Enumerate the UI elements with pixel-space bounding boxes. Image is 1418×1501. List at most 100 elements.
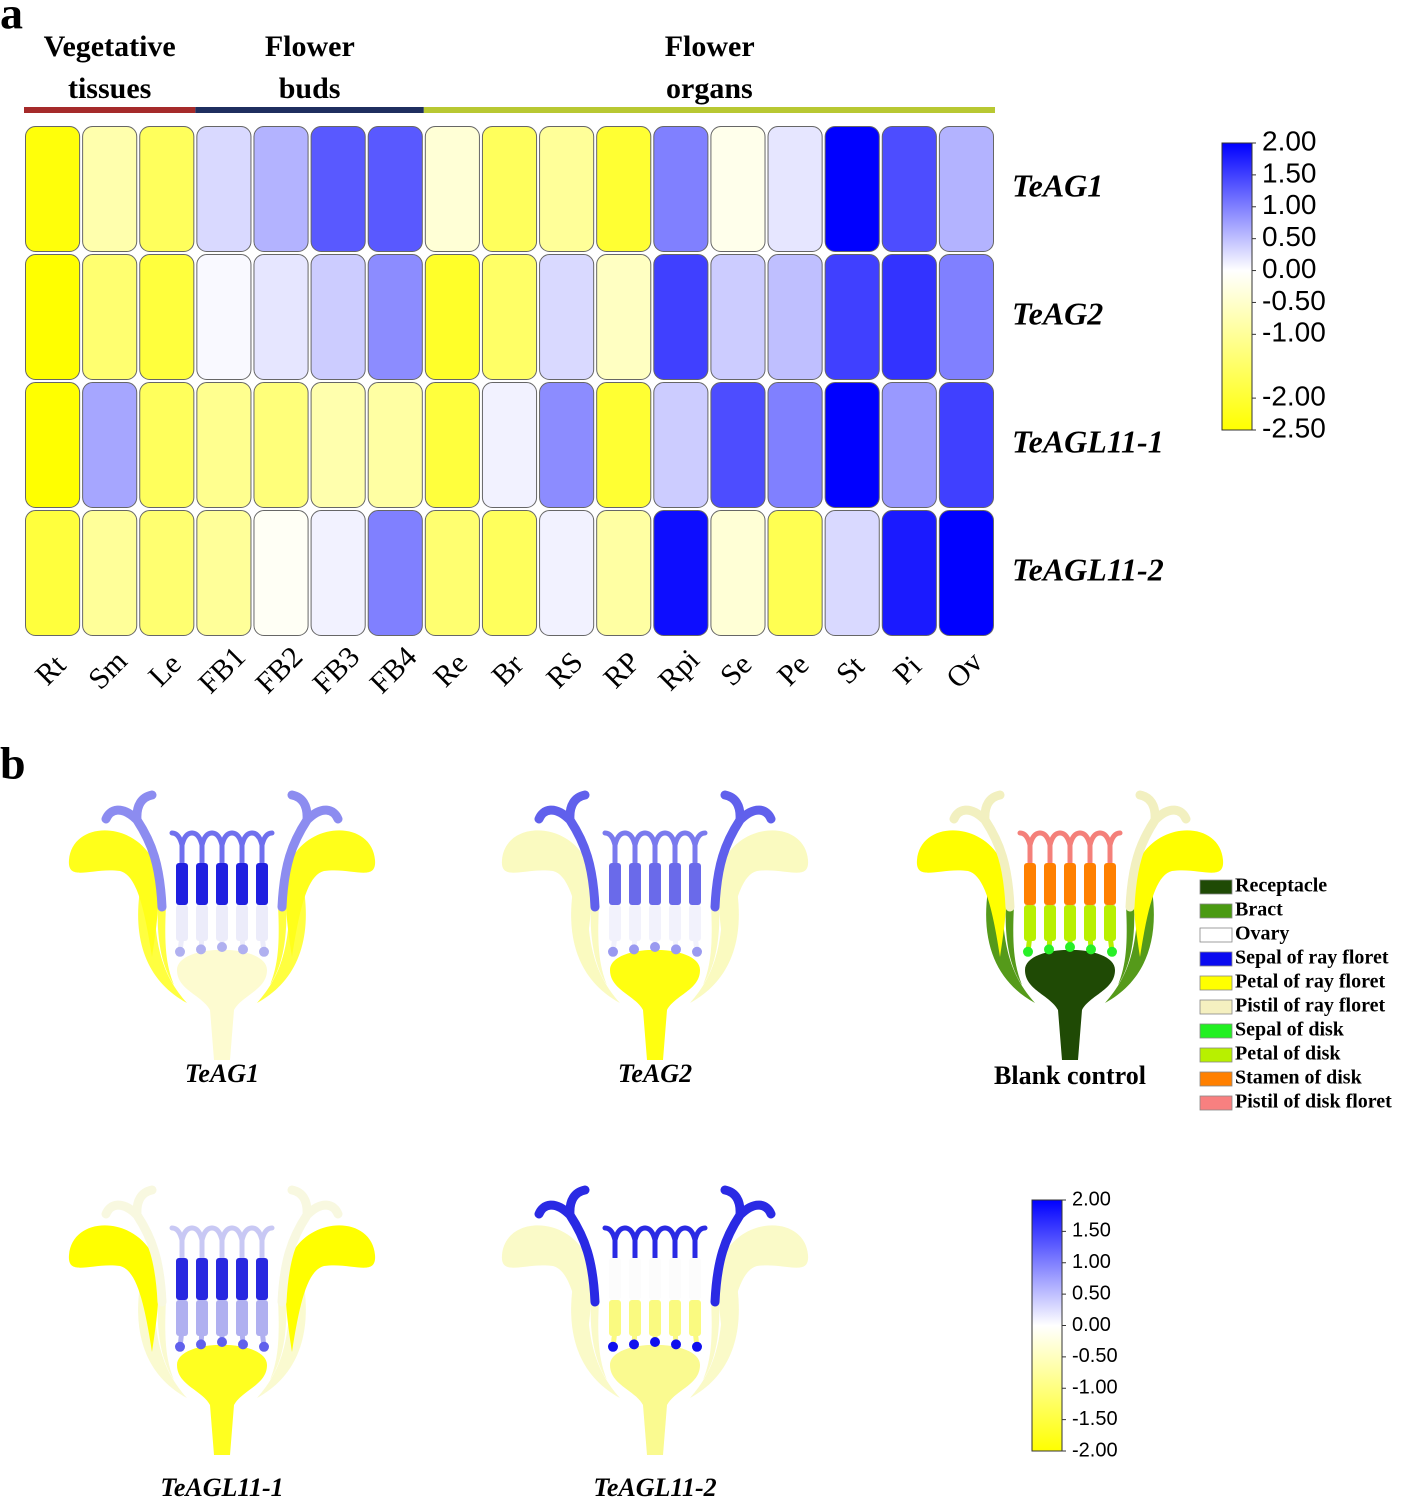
half <box>690 1185 809 1398</box>
ray-petal <box>718 830 809 957</box>
x-tick-label: Rt <box>29 648 73 692</box>
stamen <box>609 863 621 905</box>
heatmap-cell <box>881 126 937 252</box>
disk-petal <box>256 905 268 941</box>
disk-petal <box>236 1300 248 1336</box>
stamen <box>196 1258 208 1300</box>
sepal <box>259 946 269 957</box>
disk-pistil <box>249 830 275 868</box>
heatmap-cell <box>767 382 823 508</box>
stamen <box>689 863 701 905</box>
colorbar-label: 2.00 <box>1262 125 1317 156</box>
colorbar-label: 2.00 <box>1072 1188 1111 1210</box>
sepal <box>671 944 681 955</box>
heatmap-cell <box>25 254 81 380</box>
heatmap-cell <box>710 126 766 252</box>
heatmap-cell <box>253 126 309 252</box>
heatmap-cell <box>481 382 538 508</box>
sepal <box>196 1339 206 1350</box>
ray-pistil <box>949 790 1015 912</box>
disk-petal <box>176 905 188 941</box>
x-tick-label: Se <box>714 648 759 693</box>
stamen <box>216 1258 228 1300</box>
disk-petal <box>1084 905 1096 941</box>
sepal <box>238 944 248 955</box>
heatmap-cell <box>881 254 937 380</box>
flower <box>916 790 1224 1060</box>
heatmap-cell <box>253 510 309 636</box>
ray-pistil <box>710 1185 776 1307</box>
x-tick-label: Ov <box>940 646 989 695</box>
disk-petal <box>629 905 641 941</box>
heatmap-cell <box>653 382 709 508</box>
legend-swatch <box>1199 1095 1233 1111</box>
heatmap-cell <box>196 254 252 380</box>
heatmap-cell <box>424 126 480 252</box>
disk-petal <box>669 905 681 941</box>
stamen <box>649 1258 661 1300</box>
legend-swatch <box>1199 1047 1233 1063</box>
heatmap-cell <box>424 382 480 508</box>
legend-swatch <box>1199 879 1233 895</box>
colorbar-label: 1.50 <box>1262 157 1317 188</box>
sepal <box>196 944 206 955</box>
ray-petal <box>285 1225 376 1352</box>
heatmap-cell <box>938 254 994 380</box>
sepal <box>1107 946 1117 957</box>
ray-pistil <box>1125 790 1191 912</box>
bract <box>270 905 287 985</box>
legend-label: Sepal of disk <box>1235 1019 1345 1041</box>
stamen <box>689 1258 701 1300</box>
disk-pistil <box>249 1225 275 1263</box>
stamen <box>1064 863 1076 905</box>
flower <box>501 790 809 1060</box>
heatmap-cell <box>196 382 252 508</box>
heatmap-cell <box>824 254 880 380</box>
legend-swatch <box>1199 1023 1233 1039</box>
stamen <box>216 863 228 905</box>
x-tick-label: RP <box>597 646 646 695</box>
colorbar-label: -1.50 <box>1072 1408 1118 1430</box>
legend-label: Sepal of ray floret <box>1235 947 1389 969</box>
disk-petal <box>1024 905 1036 941</box>
half <box>690 790 809 1003</box>
heatmap-cell <box>539 254 595 380</box>
colorbar-label: 1.50 <box>1072 1220 1111 1242</box>
panel-label: a <box>0 0 23 39</box>
group-line <box>24 107 196 113</box>
heatmap-cell <box>367 254 423 380</box>
sepal <box>1023 946 1033 957</box>
bract <box>270 1300 287 1380</box>
stamen <box>256 863 268 905</box>
colorbar <box>1031 1199 1063 1452</box>
colorbar-label: 1.00 <box>1262 189 1317 220</box>
heatmap-cell <box>424 254 480 380</box>
group-label-box: Vegetative tissues <box>24 20 195 110</box>
flower <box>68 790 376 1060</box>
heatmap-cell <box>539 510 595 636</box>
sepal <box>692 1341 702 1352</box>
sepal <box>671 1339 681 1350</box>
heatmap-cell <box>596 382 652 508</box>
stamen <box>236 1258 248 1300</box>
heatmap-cell <box>710 254 766 380</box>
legend-label: Petal of ray floret <box>1235 971 1385 993</box>
x-tick-label: FB1 <box>192 640 252 700</box>
legend-swatch <box>1199 975 1233 991</box>
stamen <box>669 1258 681 1300</box>
colorbar-label: -1.00 <box>1262 317 1326 348</box>
legend-swatch <box>1199 903 1233 919</box>
x-tick-label: Re <box>427 647 474 694</box>
flower-label: Blank control <box>994 1061 1146 1090</box>
colorbar-label: -0.50 <box>1262 285 1326 316</box>
row-label: TeAGL11-1 <box>1012 423 1164 459</box>
x-tick-label: Br <box>485 648 530 693</box>
disk-petal <box>196 905 208 941</box>
heatmap-cell <box>310 510 366 636</box>
x-tick-label: FB2 <box>249 640 309 700</box>
ray-pistil <box>277 1185 343 1307</box>
heatmap-cell <box>710 510 766 636</box>
heatmap-cell <box>938 382 994 508</box>
group-label: Flower organs <box>664 30 755 105</box>
